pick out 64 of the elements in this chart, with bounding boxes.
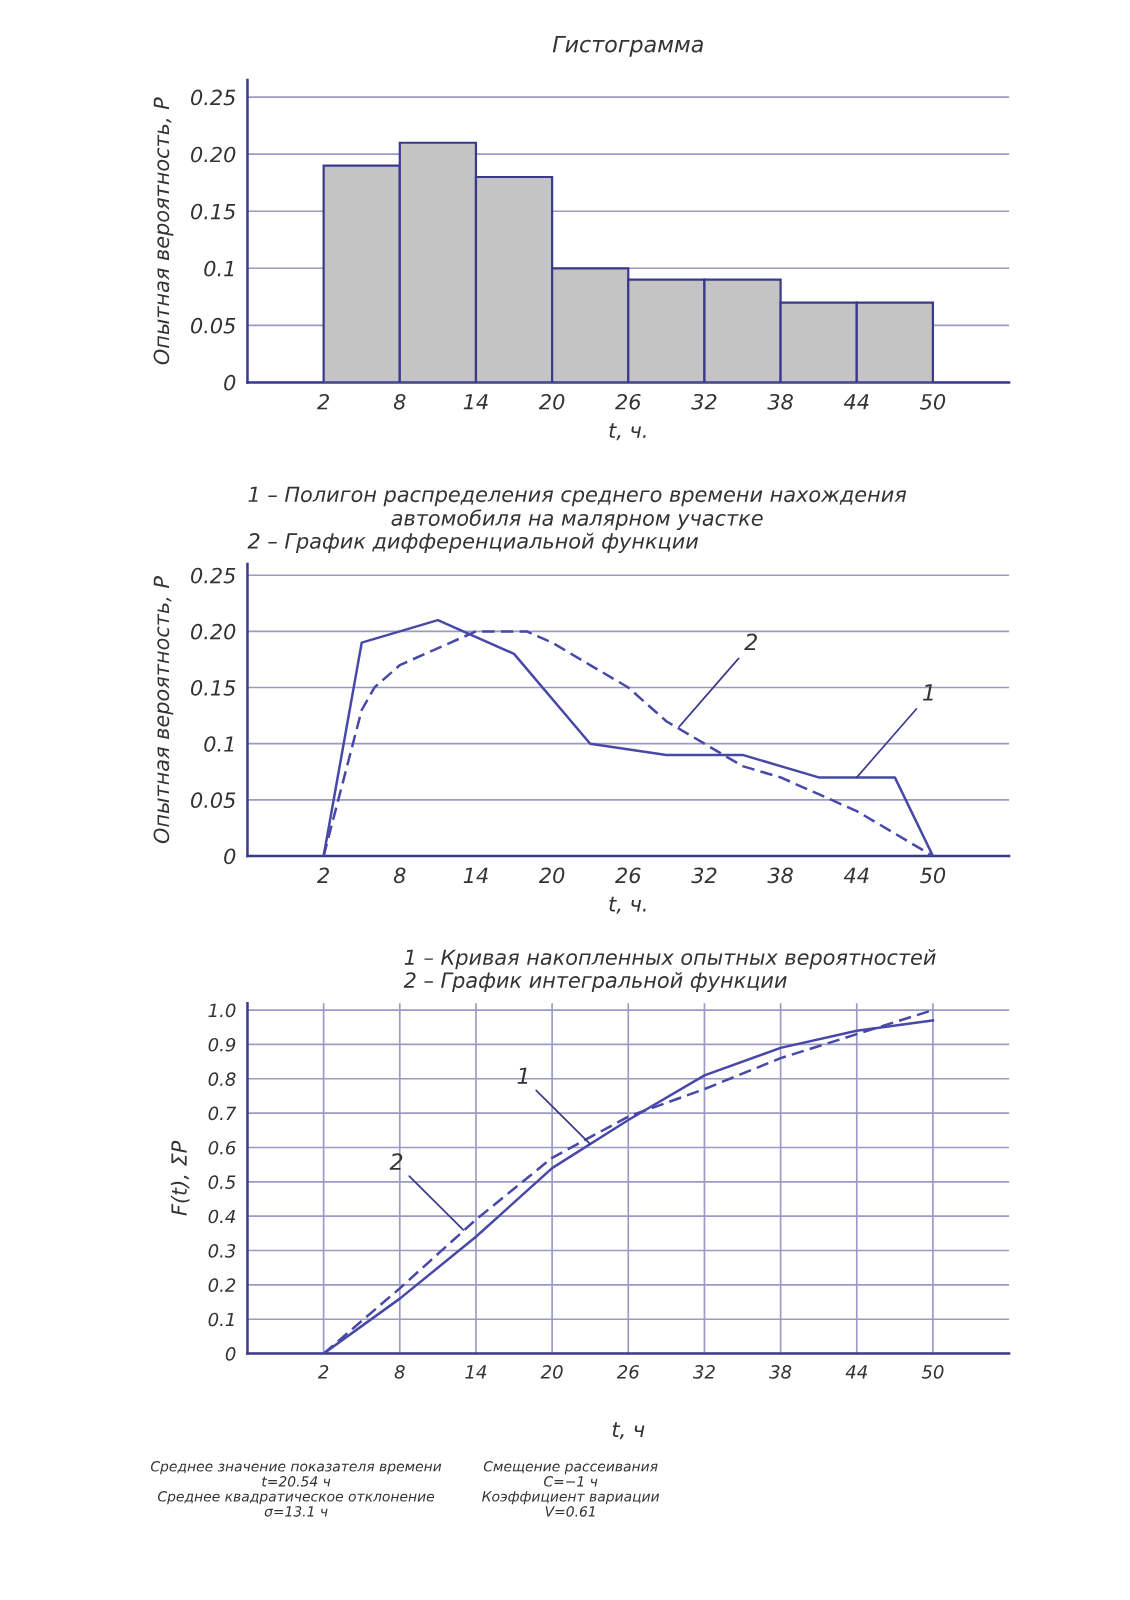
y-tick-label: 0.5 (208, 1175, 236, 1189)
chart-title: 1 – Кривая накопленных опытных вероятностей (404, 949, 936, 970)
x-tick-label: 44 (845, 1365, 867, 1379)
x-tick-label: 2 (317, 1365, 329, 1379)
x-tick-label: 44 (843, 867, 869, 883)
annotation: 2 (744, 633, 757, 650)
y-tick-label: 0.4 (208, 1209, 236, 1224)
x-tick-label: 8 (394, 1365, 405, 1379)
y-tick-label: 0.05 (191, 792, 236, 809)
y-tick-label: 0.15 (191, 203, 236, 220)
x-tick-label: 14 (463, 394, 488, 410)
x-axis-title: t, ч. (609, 423, 646, 441)
y-tick-label: 0.9 (208, 1037, 236, 1052)
y-tick-label: 0 (224, 374, 236, 391)
chart-subtitle: 2 – График дифференциальной функции (247, 532, 699, 553)
x-tick-label: 20 (538, 393, 565, 410)
x-tick-label: 26 (615, 867, 641, 884)
x-tick-label: 50 (921, 1365, 944, 1379)
y-tick-label: 0.3 (208, 1244, 236, 1258)
y-tick-label: 0.20 (191, 623, 236, 640)
x-tick-label: 38 (767, 393, 793, 410)
y-tick-label: 0.8 (208, 1072, 236, 1086)
x-tick-label: 44 (843, 394, 869, 410)
chart-title: Гистограмма (552, 36, 703, 57)
x-tick-label: 26 (616, 1365, 639, 1379)
x-tick-label: 32 (691, 867, 717, 884)
annotation: 1 (517, 1067, 528, 1084)
y-tick-label: 0 (225, 1347, 236, 1361)
annotation: 2 (389, 1153, 403, 1170)
x-tick-label: 38 (767, 867, 793, 884)
x-tick-label: 32 (692, 1365, 715, 1379)
x-tick-label: 32 (691, 393, 717, 410)
y-tick-label: 0.1 (204, 736, 234, 752)
x-tick-label: 2 (317, 393, 329, 410)
x-axis-title: t, ч. (609, 896, 646, 914)
x-axis-title: t, ч (612, 1422, 645, 1440)
y-tick-label: 0.25 (191, 567, 236, 584)
y-tick-label: 0.1 (204, 260, 234, 277)
y-tick-label: 0.1 (208, 1312, 234, 1327)
x-tick-label: 14 (465, 1365, 487, 1379)
x-tick-label: 8 (393, 393, 406, 410)
x-tick-label: 50 (920, 393, 946, 410)
x-tick-label: 50 (920, 867, 946, 884)
y-tick-label: 0 (224, 848, 236, 865)
x-tick-label: 2 (317, 867, 329, 883)
annotation: 1 (923, 684, 933, 701)
chart-title: 1 – Полигон распределения среднего времени нахождения автомобиля на малярном участке (248, 486, 907, 530)
x-tick-label: 20 (540, 1365, 563, 1379)
y-tick-label: 0.6 (208, 1140, 236, 1155)
y-tick-label: 0.25 (191, 89, 236, 106)
x-tick-label: 38 (769, 1365, 792, 1379)
x-tick-label: 26 (615, 393, 641, 410)
y-axis-title: Опытная вероятность, P (153, 576, 174, 844)
y-tick-label: 0.15 (191, 679, 236, 696)
x-tick-label: 14 (463, 867, 488, 883)
y-tick-label: 0.2 (208, 1278, 236, 1293)
y-tick-label: 0.05 (191, 317, 236, 334)
y-axis-title: Опытная вероятность, P (153, 97, 174, 365)
y-axis-title: F(t), ΣP (170, 1140, 190, 1216)
y-tick-label: 0.7 (208, 1106, 237, 1121)
y-tick-label: 1.0 (208, 1003, 236, 1018)
x-tick-label: 8 (393, 867, 406, 884)
x-tick-label: 20 (538, 867, 565, 884)
chart-subtitle: 2 – График интегральной функции (403, 972, 787, 993)
